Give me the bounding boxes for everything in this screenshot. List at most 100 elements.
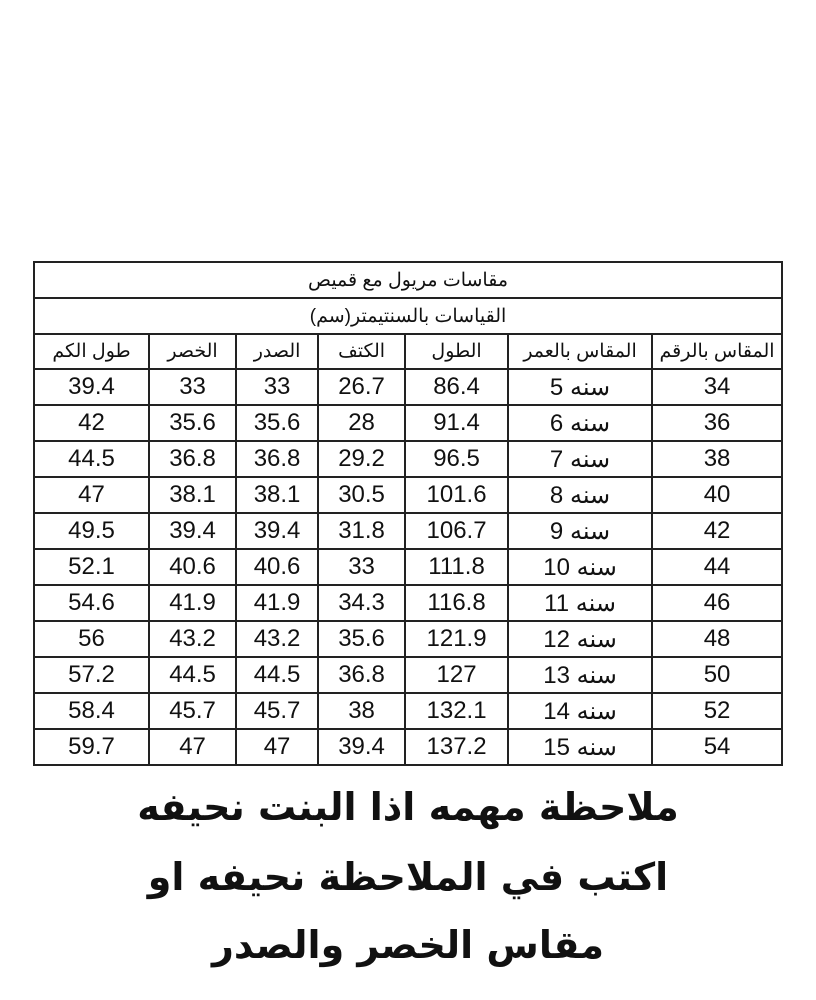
note-line-3: مقاس الخصر والصدر: [212, 923, 604, 967]
table-title: مقاسات مريول مع قميص: [32, 261, 784, 299]
table-cell: 54.6: [32, 584, 151, 622]
table-row: 50 سنه 13 127 36.8 44.5 44.5 57.2: [32, 656, 784, 694]
table-cell: سنه 11: [507, 584, 654, 622]
header-cell: الطول: [404, 333, 510, 370]
table-cell: 47: [148, 728, 238, 766]
table-cell: سنه 10: [507, 548, 654, 586]
table-cell: 28: [317, 404, 407, 442]
table-cell: 137.2: [404, 728, 510, 766]
table-cell: 39.4: [32, 368, 151, 406]
table-cell: 40: [651, 476, 784, 514]
table-row: 44 سنه 10 111.8 33 40.6 40.6 52.1: [32, 548, 784, 586]
table-cell: سنه 13: [507, 656, 654, 694]
table-cell: 49.5: [32, 512, 151, 550]
table-cell: 52.1: [32, 548, 151, 586]
table-cell: 45.7: [148, 692, 238, 730]
table-cell: 52: [651, 692, 784, 730]
table-cell: 38.1: [235, 476, 320, 514]
table-cell: 34.3: [317, 584, 407, 622]
table-cell: 33: [317, 548, 407, 586]
table-cell: 41.9: [235, 584, 320, 622]
table-cell: 39.4: [148, 512, 238, 550]
table-cell: 48: [651, 620, 784, 658]
table-cell: 42: [651, 512, 784, 550]
table-cell: 59.7: [32, 728, 151, 766]
table-cell: 91.4: [404, 404, 510, 442]
note-line-2: اكتب في الملاحظة نحيفه او: [147, 855, 669, 899]
table-cell: سنه 12: [507, 620, 654, 658]
table-subtitle: القياسات بالسنتيمتر(سم): [32, 297, 784, 335]
table-row: 48 سنه 12 121.9 35.6 43.2 43.2 56: [32, 620, 784, 658]
table-cell: 44: [651, 548, 784, 586]
table-row: 42 سنه 9 106.7 31.8 39.4 39.4 49.5: [32, 512, 784, 550]
table-cell: 86.4: [404, 368, 510, 406]
table-cell: 38: [317, 692, 407, 730]
table-cell: 44.5: [32, 440, 151, 478]
table-cell: 43.2: [148, 620, 238, 658]
header-cell: طول الكم: [32, 333, 151, 370]
table-row: 46 سنه 11 116.8 34.3 41.9 41.9 54.6: [32, 584, 784, 622]
table-cell: 106.7: [404, 512, 510, 550]
table-row: 52 سنه 14 132.1 38 45.7 45.7 58.4: [32, 692, 784, 730]
table-cell: 40.6: [148, 548, 238, 586]
header-cell: المقاس بالعمر: [507, 333, 654, 370]
table-cell: 43.2: [235, 620, 320, 658]
size-chart-table: مقاسات مريول مع قميص القياسات بالسنتيمتر…: [32, 261, 784, 766]
table-cell: 39.4: [235, 512, 320, 550]
table-cell: 116.8: [404, 584, 510, 622]
table-cell: سنه 8: [507, 476, 654, 514]
header-cell: الخصر: [148, 333, 238, 370]
table-cell: 50: [651, 656, 784, 694]
header-cell: الصدر: [235, 333, 320, 370]
table-cell: 111.8: [404, 548, 510, 586]
table-cell: 47: [235, 728, 320, 766]
table-cell: 40.6: [235, 548, 320, 586]
table-cell: 33: [235, 368, 320, 406]
table-row: 38 سنه 7 96.5 29.2 36.8 36.8 44.5: [32, 440, 784, 478]
table-cell: 29.2: [317, 440, 407, 478]
table-cell: 41.9: [148, 584, 238, 622]
table-cell: 56: [32, 620, 151, 658]
table-cell: 34: [651, 368, 784, 406]
table-cell: 39.4: [317, 728, 407, 766]
table-cell: 47: [32, 476, 151, 514]
table-cell: 26.7: [317, 368, 407, 406]
table-cell: 46: [651, 584, 784, 622]
table-cell: 36.8: [235, 440, 320, 478]
table-row: 40 سنه 8 101.6 30.5 38.1 38.1 47: [32, 476, 784, 514]
table-row: 34 سنه 5 86.4 26.7 33 33 39.4: [32, 368, 784, 406]
table-cell: 35.6: [317, 620, 407, 658]
table-cell: 38.1: [148, 476, 238, 514]
table-cell: سنه 5: [507, 368, 654, 406]
table-cell: 127: [404, 656, 510, 694]
table-cell: 58.4: [32, 692, 151, 730]
note-line-1: ملاحظة مهمه اذا البنت نحيفه: [137, 785, 679, 829]
table-cell: 36.8: [317, 656, 407, 694]
table-cell: 36: [651, 404, 784, 442]
table-cell: سنه 15: [507, 728, 654, 766]
table-cell: سنه 9: [507, 512, 654, 550]
table-cell: 101.6: [404, 476, 510, 514]
table-cell: سنه 7: [507, 440, 654, 478]
table-cell: سنه 6: [507, 404, 654, 442]
table-cell: 96.5: [404, 440, 510, 478]
table-cell: 45.7: [235, 692, 320, 730]
table-cell: 42: [32, 404, 151, 442]
table-row: 54 سنه 15 137.2 39.4 47 47 59.7: [32, 728, 784, 766]
header-cell: المقاس بالرقم: [651, 333, 784, 370]
table-cell: سنه 14: [507, 692, 654, 730]
table-cell: 57.2: [32, 656, 151, 694]
table-cell: 38: [651, 440, 784, 478]
table-cell: 31.8: [317, 512, 407, 550]
header-cell: الكتف: [317, 333, 407, 370]
table-cell: 44.5: [235, 656, 320, 694]
header-row: المقاس بالرقم المقاس بالعمر الطول الكتف …: [32, 333, 784, 370]
table-cell: 132.1: [404, 692, 510, 730]
table-cell: 30.5: [317, 476, 407, 514]
table-cell: 33: [148, 368, 238, 406]
table-cell: 36.8: [148, 440, 238, 478]
table-cell: 44.5: [148, 656, 238, 694]
table-row: 36 سنه 6 91.4 28 35.6 35.6 42: [32, 404, 784, 442]
table-cell: 54: [651, 728, 784, 766]
table-cell: 121.9: [404, 620, 510, 658]
